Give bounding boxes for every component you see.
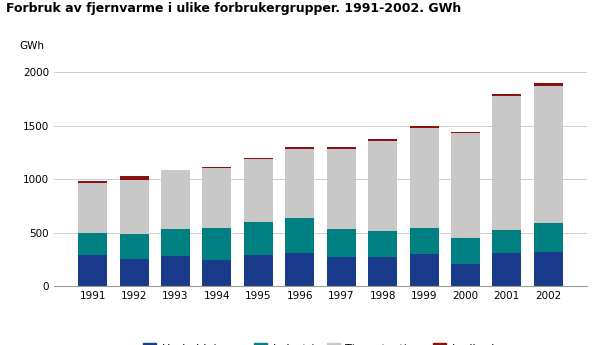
Bar	[492, 230, 521, 253]
Bar	[161, 256, 190, 286]
Bar	[202, 167, 231, 168]
Bar	[285, 147, 314, 149]
Bar	[410, 228, 438, 254]
Bar	[326, 149, 356, 229]
Bar	[492, 96, 521, 230]
Bar	[202, 168, 231, 228]
Bar	[120, 234, 149, 258]
Bar	[120, 258, 149, 286]
Bar	[368, 257, 397, 286]
Bar	[202, 228, 231, 259]
Bar	[534, 83, 563, 86]
Bar	[202, 259, 231, 286]
Bar	[534, 86, 563, 223]
Bar	[78, 255, 107, 286]
Bar	[368, 139, 397, 141]
Bar	[326, 229, 356, 257]
Bar	[410, 128, 438, 228]
Bar	[410, 254, 438, 286]
Bar	[120, 176, 149, 180]
Bar	[368, 231, 397, 257]
Bar	[326, 147, 356, 149]
Bar	[244, 159, 273, 222]
Bar	[410, 126, 438, 128]
Bar	[492, 253, 521, 286]
Bar	[451, 264, 480, 286]
Bar	[534, 223, 563, 252]
Legend: Husholdninger, Industri, Tjenesteyting, Jordbruk: Husholdninger, Industri, Tjenesteyting, …	[138, 339, 503, 345]
Bar	[451, 134, 480, 238]
Bar	[285, 253, 314, 286]
Bar	[534, 252, 563, 286]
Bar	[120, 180, 149, 234]
Bar	[78, 183, 107, 233]
Bar	[451, 132, 480, 134]
Bar	[161, 229, 190, 256]
Bar	[244, 222, 273, 255]
Bar	[244, 255, 273, 286]
Bar	[285, 218, 314, 253]
Bar	[78, 233, 107, 255]
Bar	[326, 257, 356, 286]
Bar	[244, 158, 273, 159]
Bar	[368, 141, 397, 231]
Bar	[492, 94, 521, 96]
Text: Forbruk av fjernvarme i ulike forbrukergrupper. 1991-2002. GWh: Forbruk av fjernvarme i ulike forbrukerg…	[6, 2, 461, 15]
Bar	[285, 149, 314, 218]
Bar	[451, 238, 480, 264]
Text: GWh: GWh	[19, 41, 44, 51]
Bar	[78, 181, 107, 183]
Bar	[161, 170, 190, 229]
